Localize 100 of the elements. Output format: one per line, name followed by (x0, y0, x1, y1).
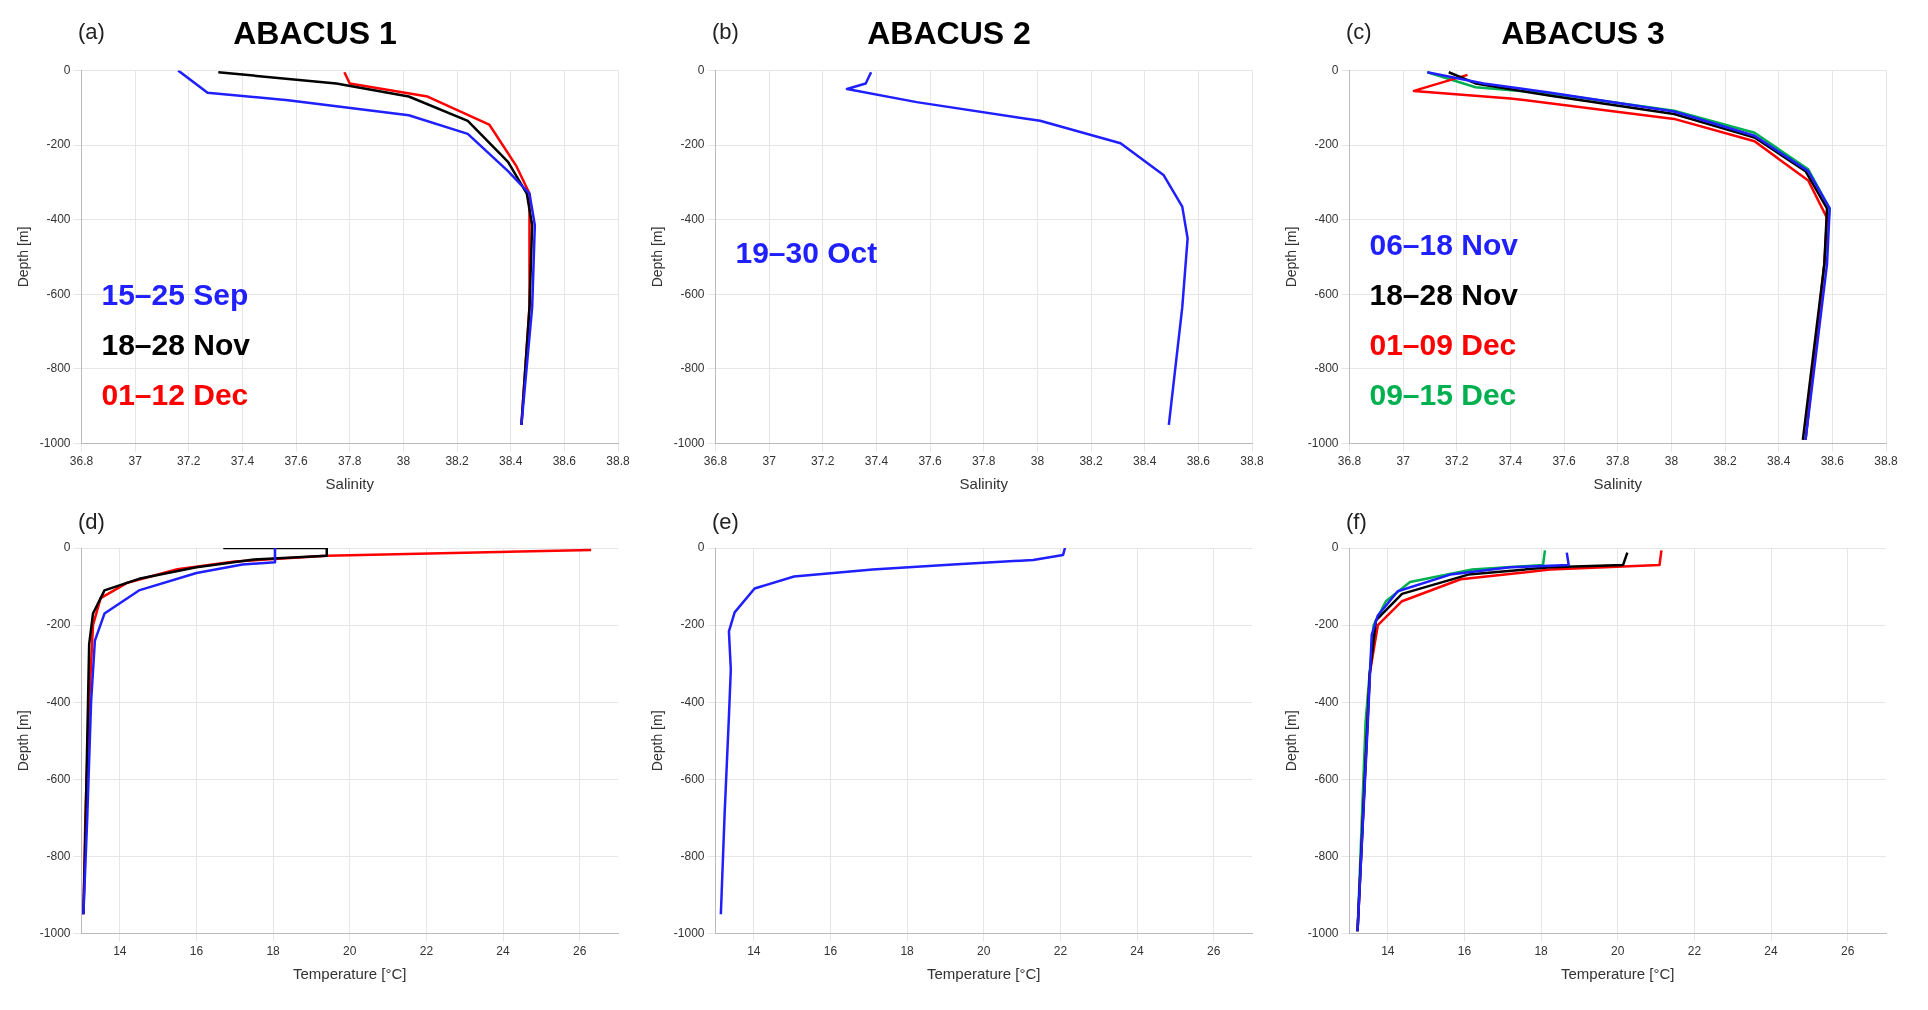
chart-title: ABACUS 1 (233, 15, 397, 52)
x-tick-label: 24 (1130, 944, 1145, 959)
x-axis-title: Salinity (1593, 475, 1643, 493)
y-tick-label: -400 (46, 694, 71, 709)
text: 01–09 Dec (1369, 327, 1517, 361)
text: (a) (78, 19, 105, 45)
x-tick-label: 37.6 (284, 454, 309, 469)
y-tick-label: -800 (1314, 361, 1339, 376)
x-tick-label: 24 (496, 944, 511, 959)
y-tick-label: 0 (1331, 540, 1339, 555)
text: 01–12 Dec (101, 377, 249, 411)
y-axis-title: Depth [m] (1283, 710, 1300, 772)
y-axis-title: Depth [m] (649, 710, 666, 772)
x-tick-label: 37.4 (230, 454, 255, 469)
x-tick-label: 37.6 (918, 454, 943, 469)
y-tick-label: -200 (1314, 617, 1339, 632)
x-tick-label: 38.4 (1767, 454, 1791, 469)
y-tick-label: -600 (46, 771, 71, 786)
x-tick-label: 38 (1030, 454, 1045, 469)
x-tick-label: 38.8 (606, 454, 630, 469)
text: 18–28 Nov (101, 327, 251, 361)
text: (d) (78, 509, 105, 535)
text: 19–30 Oct (735, 236, 878, 270)
x-tick-label: 26 (1207, 944, 1221, 959)
x-tick-label: 36.8 (69, 454, 94, 469)
x-tick-label: 37 (128, 454, 143, 469)
y-tick-label: -1000 (39, 925, 71, 940)
text: 15–25 Sep (101, 277, 249, 311)
y-tick-label: -200 (680, 617, 705, 632)
y-axis-title: Depth [m] (15, 226, 32, 288)
text: (f) (1346, 509, 1367, 535)
x-tick-label: 38 (396, 454, 411, 469)
y-axis-title: Depth [m] (1283, 226, 1300, 288)
x-tick-label: 20 (977, 944, 991, 959)
x-tick-label: 38.6 (1186, 454, 1211, 469)
x-tick-label: 16 (823, 944, 838, 959)
y-tick-label: 0 (63, 540, 71, 555)
x-tick-label: 26 (1841, 944, 1855, 959)
x-tick-label: 37.8 (1606, 454, 1630, 469)
x-tick-label: 37.4 (864, 454, 889, 469)
y-tick-label: -1000 (39, 435, 71, 450)
x-tick-label: 36.8 (1337, 454, 1362, 469)
text: 18–28 Nov (1369, 277, 1519, 311)
y-tick-label: -600 (1314, 771, 1339, 786)
y-tick-label: -200 (46, 137, 71, 152)
x-tick-label: 18 (900, 944, 915, 959)
y-tick-label: -800 (680, 848, 705, 863)
x-tick-label: 37.8 (972, 454, 996, 469)
y-axis-title: Depth [m] (15, 710, 32, 772)
y-tick-label: 0 (63, 62, 71, 77)
x-tick-label: 26 (573, 944, 587, 959)
x-tick-label: 38.4 (1133, 454, 1157, 469)
x-tick-label: 14 (113, 944, 127, 959)
x-tick-label: 38 (1664, 454, 1679, 469)
x-axis-title: Temperature [°C] (926, 965, 1041, 983)
x-tick-label: 37.6 (1552, 454, 1577, 469)
x-tick-label: 38.2 (1713, 454, 1738, 469)
x-tick-label: 37.2 (811, 454, 835, 469)
y-tick-label: -400 (680, 211, 705, 226)
y-tick-label: -200 (46, 617, 71, 632)
y-tick-label: -1000 (1307, 435, 1339, 450)
y-tick-label: -600 (680, 286, 705, 301)
x-tick-label: 14 (747, 944, 761, 959)
y-tick-label: 0 (697, 540, 705, 555)
x-tick-label: 37.4 (1498, 454, 1523, 469)
x-tick-label: 38.2 (1079, 454, 1104, 469)
x-tick-label: 22 (1053, 944, 1068, 959)
x-tick-label: 38.6 (1820, 454, 1845, 469)
y-tick-label: -200 (1314, 137, 1339, 152)
y-tick-label: -400 (680, 694, 705, 709)
y-tick-label: -600 (1314, 286, 1339, 301)
y-tick-label: -800 (680, 361, 705, 376)
text: 06–18 Nov (1369, 227, 1519, 261)
y-tick-label: -600 (680, 771, 705, 786)
x-tick-label: 38.6 (552, 454, 577, 469)
x-axis-title: Salinity (959, 475, 1009, 493)
x-tick-label: 22 (419, 944, 434, 959)
y-tick-label: -1000 (673, 435, 705, 450)
x-tick-label: 20 (343, 944, 357, 959)
x-tick-label: 38.8 (1874, 454, 1898, 469)
text: (b) (712, 19, 739, 45)
y-tick-label: -200 (680, 137, 705, 152)
x-tick-label: 16 (189, 944, 204, 959)
x-axis-title: Temperature [°C] (1560, 965, 1675, 983)
chart-title: ABACUS 2 (867, 15, 1031, 52)
chart-title: ABACUS 3 (1501, 15, 1665, 52)
x-tick-label: 37.2 (177, 454, 201, 469)
x-tick-label: 24 (1764, 944, 1779, 959)
y-tick-label: 0 (1331, 62, 1339, 77)
y-tick-label: -800 (1314, 848, 1339, 863)
x-tick-label: 18 (266, 944, 281, 959)
x-axis-title: Salinity (325, 475, 375, 493)
x-tick-label: 37 (1396, 454, 1411, 469)
y-tick-label: 0 (697, 62, 705, 77)
x-tick-label: 38.2 (445, 454, 470, 469)
x-axis-title: Temperature [°C] (292, 965, 407, 983)
x-tick-label: 36.8 (703, 454, 728, 469)
y-axis-title: Depth [m] (649, 226, 666, 288)
text: (c) (1346, 19, 1372, 45)
y-tick-label: -800 (46, 361, 71, 376)
